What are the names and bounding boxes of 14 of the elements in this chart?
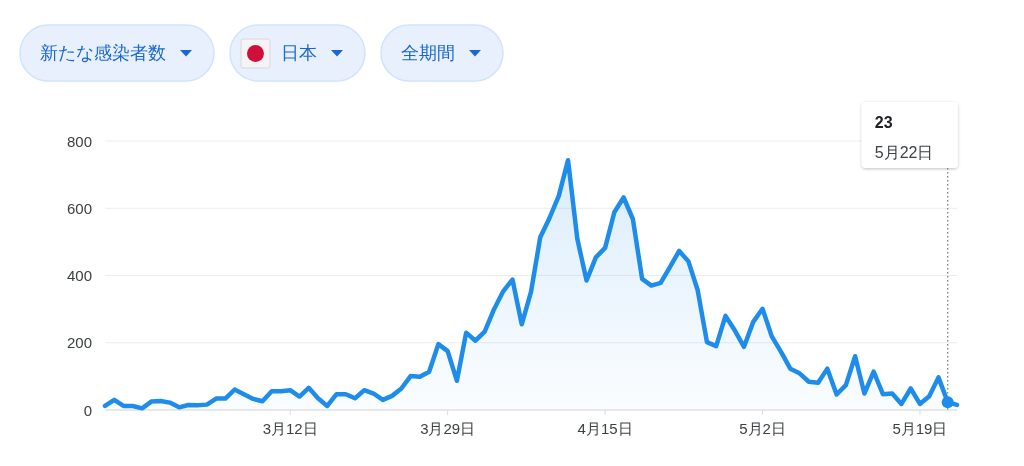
tooltip-text: 23 5月22日 (874, 114, 934, 161)
x-tick-label: 5月2日 (739, 420, 786, 437)
x-tick-label: 3月12日 (262, 420, 318, 437)
x-tick-label: 3月29日 (420, 420, 476, 437)
selector-label: 新たな感染者数 (40, 43, 166, 63)
y-tick-label: 0 (83, 401, 92, 419)
x-tick-label: 4月15日 (577, 420, 633, 437)
y-tick-label: 200 (66, 334, 92, 352)
selector-label: 全期間 (401, 43, 455, 63)
selector-label: 日本 (281, 43, 317, 63)
y-tick-label: 600 (66, 199, 92, 217)
x-tick-label: 5月19日 (892, 420, 948, 437)
y-tick-label: 400 (66, 267, 92, 284)
y-tick-label: 800 (66, 132, 92, 150)
